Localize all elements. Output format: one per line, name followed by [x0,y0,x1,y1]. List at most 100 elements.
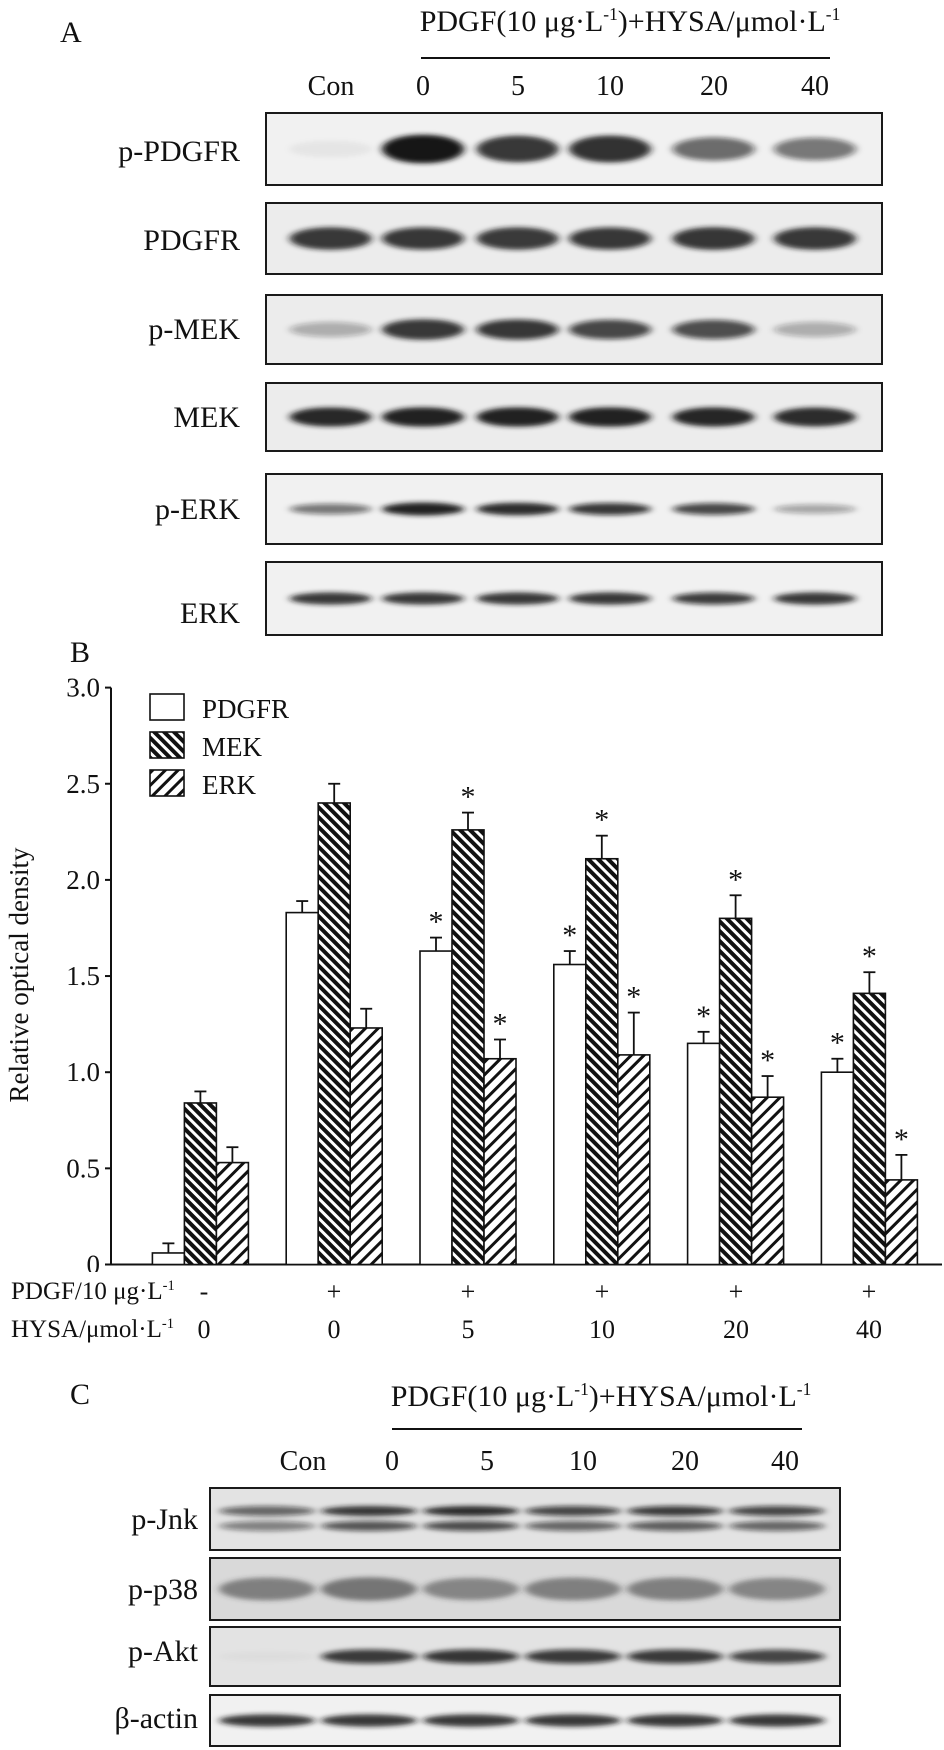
blot-band-lane-1 [382,319,464,340]
blot-band [423,1577,519,1601]
blot-band-lane-5 [774,407,856,427]
blot-band-lane-0 [289,407,372,427]
blot-band-lane-4 [672,592,755,605]
blot-band-lane-0 [289,322,372,337]
blot-band-lane-3 [569,407,651,427]
blot-band [525,1649,621,1664]
blot-band [289,140,372,158]
y-axis-label: Relative optical density [4,847,34,1102]
blot-canvas [289,502,856,516]
blot-band [569,319,651,340]
panel-a-header: PDGF(10 μg·L-1)+HYSA/μmol·L-1 [380,4,880,40]
blot-band-lane-3 [569,502,651,516]
blot-band [476,319,559,340]
bar-pdgfr-group-2 [419,950,453,1266]
blot-p-p38 [209,1557,841,1621]
blot-band [289,407,372,427]
row-label-text: HYSA/μmol·L [11,1316,162,1343]
bar-erk-group-2 [483,1057,517,1266]
bar-chart: 0 0.5 1.0 1.5 2.0 2.5 3.0 Relative optical dens… [4,673,942,1272]
blot-band [219,1652,315,1661]
blot-band [774,227,856,250]
blot-band-lane-2 [476,407,559,427]
blot-band-lane-5 [729,1506,825,1531]
blot-band [289,227,372,250]
blot-canvas [289,227,856,250]
blot-band [525,1714,621,1727]
blot-mek [265,382,883,452]
blot-band-lower [321,1521,417,1531]
blot-band-lane-5 [729,1577,825,1601]
blot-label-mek: MEK [173,401,240,434]
blot-band [476,502,559,516]
blot-canvas [219,1649,825,1664]
blot-band [672,407,755,427]
blot-band [729,1649,825,1664]
blot-band-lane-1 [321,1577,417,1601]
y-tick-label: 2.5 [66,769,100,799]
blot-band [321,1714,417,1727]
pdgf-value: + [594,1277,610,1306]
blot-band-lane-4 [627,1714,723,1727]
blot-band-lane-2 [423,1506,519,1531]
blot-band-lane-4 [672,227,755,250]
blot-band [382,319,464,340]
blot-band [382,502,464,516]
blot-band [774,407,856,427]
blot-band-lower [525,1521,621,1531]
legend-label-mek: MEK [202,732,263,762]
blot-band [672,227,755,250]
header-superscript: -1 [603,4,618,24]
blot-band-lane-2 [476,592,559,605]
header-superscript: -1 [825,4,841,24]
pdgf-value: + [728,1277,744,1306]
header-superscript: -1 [796,1379,812,1399]
blot-band [382,134,464,164]
blot-band [729,1714,825,1727]
blot-band [774,592,856,605]
blot-band-lane-5 [774,137,856,161]
blot-band-lane-5 [774,504,856,514]
y-tick-label: 3.0 [66,673,100,703]
blot-band-lane-3 [569,319,651,340]
blot-label-beta-actin: β-actin [114,1702,198,1735]
blot-band-lane-2 [423,1649,519,1664]
blot-band-lane-3 [569,592,651,605]
blot-label-p-akt: p-Akt [128,1635,198,1668]
lane-label-con: Con [307,71,355,102]
significance-star: * [728,863,743,896]
panel-a-letter: A [60,16,82,49]
significance-star: * [594,804,609,837]
blot-band-lane-3 [569,135,651,163]
blot-band [569,135,651,163]
hysa-value: 0 [197,1315,211,1344]
blot-canvas [289,592,856,605]
blot-beta-actin [209,1694,841,1747]
significance-star: * [862,940,877,973]
blot-band-lane-4 [672,137,755,161]
blot-band-lane-2 [423,1577,519,1601]
bar-erk-group-3 [616,1054,651,1266]
significance-star: * [696,1000,711,1033]
blot-band-lane-0 [219,1506,315,1531]
blot-band [525,1577,621,1601]
blot-canvas [289,319,856,340]
blot-band [569,227,651,250]
blot-label-p-p38: p-p38 [128,1573,198,1606]
header-text: PDGF(10 μg·L [390,1380,575,1413]
blot-band [569,502,651,516]
blot-band-lane-1 [382,502,464,516]
blot-canvas [219,1714,825,1727]
blot-label-p-erk: p-ERK [155,493,240,526]
significance-star: * [760,1044,775,1077]
bar-pdgfr-group-3 [552,963,587,1266]
blot-band [774,504,856,514]
blot-band-lane-1 [321,1506,417,1531]
bar-pdgfr-group-5 [820,1071,855,1266]
blot-p-jnk [209,1487,841,1551]
blot-band [476,135,559,163]
row-label-superscript: -1 [161,1315,174,1332]
lane-label-5: 5 [480,1446,494,1477]
blot-band-lane-2 [476,135,559,163]
blot-band [774,137,856,161]
